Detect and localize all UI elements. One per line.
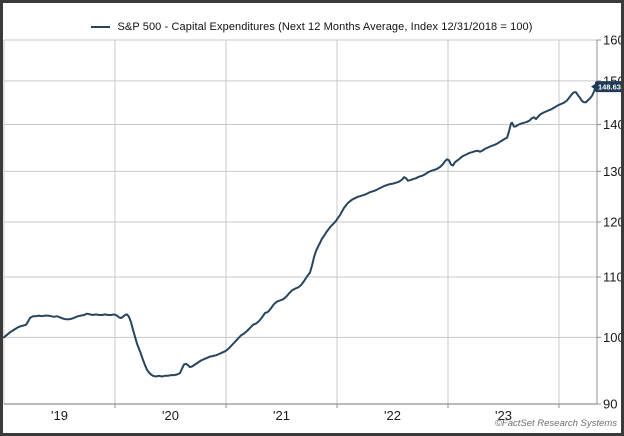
factset-credit-label: ©FactSet Research Systems [494, 418, 617, 429]
x-axis-label: '19 [51, 408, 68, 423]
badge-value: 148.63 [598, 83, 621, 92]
legend-line-icon [91, 26, 111, 28]
legend-label: S&P 500 - Capital Expenditures (Next 12 … [117, 21, 533, 33]
y-axis-label: 90 [603, 397, 617, 412]
last-value-badge: 148.63 [591, 81, 624, 93]
y-axis-label: 120 [603, 215, 624, 230]
gridlines [4, 39, 597, 404]
x-axis-label: '22 [384, 408, 401, 423]
y-axis-label: 130 [603, 164, 624, 179]
badge-box [595, 81, 624, 93]
chart-legend: S&P 500 - Capital Expenditures (Next 12 … [0, 21, 624, 33]
tick-marks [114, 39, 601, 408]
y-axis-label: 110 [603, 270, 624, 285]
x-axis-labels: '19 '20 '21 '22 '23 [51, 408, 512, 423]
y-axis-label: 160 [603, 33, 624, 48]
series-line [3, 85, 598, 378]
x-axis-label: '21 [273, 408, 290, 423]
x-axis-label: '23 [495, 408, 512, 423]
x-axis-label: '20 [162, 408, 179, 423]
y-axis-label: 100 [603, 330, 624, 345]
y-axis-label: 140 [603, 117, 624, 132]
